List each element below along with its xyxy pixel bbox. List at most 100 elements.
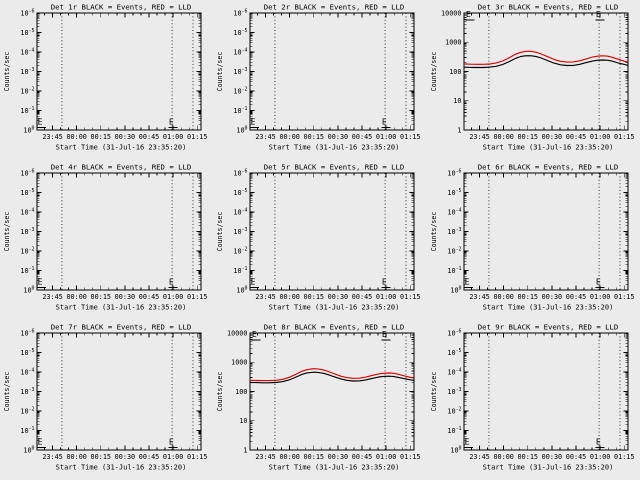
series-lld-line (463, 50, 628, 65)
x-tick-label: 00:30 (115, 293, 135, 301)
x-tick-label: 00:00 (66, 293, 86, 301)
x-tick-label: 00:15 (517, 453, 537, 461)
plot-det-2r: Det 2r BLACK = Events, RED = LLD Counts/s… (216, 3, 421, 152)
y-tick-label: 10-2 (20, 87, 34, 96)
x-tick-label: 00:30 (115, 453, 135, 461)
x-tick-label: 00:15 (91, 293, 111, 301)
y-tick-label: 100 (236, 388, 248, 396)
x-tick-label: 00:00 (280, 293, 300, 301)
plot-det-5r: Det 5r BLACK = Events, RED = LLD Counts/s… (216, 163, 421, 312)
y-tick-label: 10-4 (20, 208, 34, 217)
panel-det-2r: Det 2r BLACK = Events, RED = LLD Counts/s… (213, 0, 426, 160)
x-tick-label: 01:00 (590, 133, 610, 141)
y-tick-label: 10-3 (20, 387, 34, 396)
plot-det-6r: Det 6r BLACK = Events, RED = LLD Counts/s… (430, 163, 635, 312)
y-tick-label: 10-4 (447, 208, 461, 217)
panel-title: Det 7r BLACK = Events, RED = LLD (51, 323, 192, 332)
x-tick-label: 01:15 (187, 453, 207, 461)
y-tick-label: 10-4 (234, 48, 248, 57)
x-axis-title: Start Time (31-Jul-16 23:35:20) (56, 304, 187, 312)
y-tick-label: 100 (237, 126, 248, 135)
y-tick-label: 1 (457, 126, 461, 134)
y-tick-label: 10-6 (20, 329, 34, 338)
panel-det-1r: Det 1r BLACK = Events, RED = LLD Counts/s… (0, 0, 213, 160)
y-tick-label: 10-1 (447, 426, 461, 435)
x-tick-label: 00:45 (352, 453, 372, 461)
eclipse-flag: E (596, 437, 601, 447)
x-tick-label: 00:15 (304, 453, 324, 461)
eclipse-flag: E (169, 437, 174, 447)
y-tick-label: 10-1 (447, 266, 461, 275)
eclipse-flag: E (596, 9, 601, 19)
y-tick-label: 10-3 (234, 227, 248, 236)
x-tick-label: 00:45 (352, 293, 372, 301)
x-tick-label: 01:15 (614, 133, 634, 141)
y-tick-label: 10-5 (447, 348, 461, 357)
y-tick-label: 10 (240, 417, 248, 425)
x-tick-label: 23:45 (256, 453, 276, 461)
panel-title: Det 8r BLACK = Events, RED = LLD (264, 323, 405, 332)
y-tick-label: 10-6 (234, 169, 248, 178)
x-axis-title: Start Time (31-Jul-16 23:35:20) (269, 464, 400, 472)
panel-det-8r: Det 8r BLACK = Events, RED = LLD Counts/s… (213, 320, 426, 480)
y-tick-label: 100 (450, 286, 461, 295)
panel-title: Det 4r BLACK = Events, RED = LLD (51, 163, 192, 172)
x-tick-label: 01:00 (376, 133, 396, 141)
eclipse-flag: E (382, 277, 387, 287)
y-tick-label: 10-1 (234, 106, 248, 115)
series-lld-line (250, 368, 415, 382)
y-axis-title: Counts/sec (216, 52, 224, 92)
x-tick-label: 01:15 (187, 293, 207, 301)
x-tick-label: 00:45 (565, 453, 585, 461)
eclipse-flag: E (464, 277, 469, 287)
y-tick-label: 10 (453, 97, 461, 105)
eclipse-flag: E (38, 117, 43, 127)
y-axis-title: Counts/sec (216, 212, 224, 252)
x-tick-label: 00:15 (304, 133, 324, 141)
y-tick-label: 10-3 (234, 67, 248, 76)
y-tick-label: 10-3 (20, 67, 34, 76)
x-tick-label: 00:30 (328, 453, 348, 461)
y-tick-label: 10-3 (20, 227, 34, 236)
x-tick-label: 23:45 (256, 293, 276, 301)
panel-title: Det 6r BLACK = Events, RED = LLD (477, 163, 618, 172)
panel-det-9r: Det 9r BLACK = Events, RED = LLD Counts/s… (427, 320, 640, 480)
y-tick-label: 100 (449, 68, 461, 76)
y-axis-title: Counts/sec (3, 372, 11, 412)
y-tick-label: 10-5 (234, 28, 248, 37)
eclipse-flag: E (38, 437, 43, 447)
x-tick-label: 01:15 (400, 453, 420, 461)
y-tick-label: 10-6 (234, 9, 248, 18)
y-tick-label: 10000 (227, 329, 247, 337)
y-axis-title: Counts/sec (3, 212, 11, 252)
x-axis-title: Start Time (31-Jul-16 23:35:20) (482, 464, 613, 472)
eclipse-flag: E (466, 9, 471, 19)
x-tick-label: 00:45 (139, 293, 159, 301)
x-tick-label: 23:45 (469, 453, 489, 461)
panel-title: Det 3r BLACK = Events, RED = LLD (477, 3, 618, 12)
x-tick-label: 00:45 (139, 453, 159, 461)
y-tick-label: 100 (237, 286, 248, 295)
panel-title: Det 2r BLACK = Events, RED = LLD (264, 3, 405, 12)
x-tick-label: 00:00 (66, 453, 86, 461)
y-axis-title: Counts/sec (430, 52, 438, 92)
y-tick-label: 10-1 (234, 266, 248, 275)
x-tick-label: 00:30 (541, 293, 561, 301)
eclipse-flag: E (169, 277, 174, 287)
y-tick-label: 10-2 (447, 247, 461, 256)
y-tick-label: 10-3 (447, 387, 461, 396)
y-tick-label: 10-6 (447, 169, 461, 178)
y-tick-label: 100 (23, 446, 34, 455)
y-tick-label: 10-6 (20, 9, 34, 18)
y-tick-label: 10-4 (20, 48, 34, 57)
x-tick-label: 00:15 (517, 293, 537, 301)
x-tick-label: 23:45 (469, 133, 489, 141)
x-tick-label: 00:30 (328, 133, 348, 141)
x-tick-label: 00:00 (280, 453, 300, 461)
x-tick-label: 00:30 (541, 133, 561, 141)
x-tick-label: 01:00 (590, 293, 610, 301)
y-tick-label: 10-2 (234, 247, 248, 256)
x-tick-label: 00:00 (66, 133, 86, 141)
y-tick-label: 10-5 (20, 188, 34, 197)
